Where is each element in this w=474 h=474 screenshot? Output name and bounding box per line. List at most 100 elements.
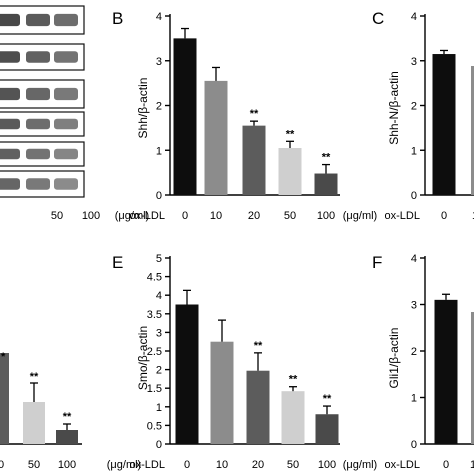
panel-f-category-label: 0 bbox=[443, 459, 449, 471]
panel-b-ylabel: Shh/β-actin bbox=[136, 78, 150, 139]
western-blot-panel: 50 100 (μg/ml) bbox=[0, 5, 149, 222]
panel-e-ytick-label: 1 bbox=[156, 402, 162, 414]
panel-e-significance: ** bbox=[254, 340, 263, 352]
panel-c-category-label: 1 bbox=[472, 210, 474, 222]
panel-b-bar-4 bbox=[278, 148, 302, 195]
panel-e-category-label: 10 bbox=[216, 459, 228, 471]
panel-b-category-label: 10 bbox=[210, 210, 222, 222]
panel-f-ytick-label: 3 bbox=[411, 300, 417, 312]
blot-band bbox=[26, 178, 50, 190]
panel-c-bar-1 bbox=[432, 54, 456, 195]
panel-b-ytick-label: 1 bbox=[156, 145, 162, 157]
blot-band bbox=[26, 87, 50, 101]
blot-band bbox=[0, 148, 20, 160]
panel-b-ytick-label: 4 bbox=[156, 11, 162, 23]
panel-e-significance: ** bbox=[323, 393, 332, 405]
panel-b-significance: ** bbox=[286, 128, 295, 140]
panel-c-bar-2 bbox=[471, 66, 474, 195]
panel-b-xunit: (μg/ml) bbox=[343, 210, 377, 222]
panel-f-ytick-label: 4 bbox=[411, 253, 417, 265]
panel-d-xunit: (μg/ml) bbox=[107, 459, 141, 471]
panel-e-significance: ** bbox=[289, 374, 298, 386]
panel-b-category-label: 0 bbox=[182, 210, 188, 222]
blot-band bbox=[54, 118, 78, 130]
panel-d-bar-3 bbox=[56, 430, 78, 444]
blot-band bbox=[26, 148, 50, 160]
panel-c-ytick-label: 1 bbox=[411, 145, 417, 157]
blot-band bbox=[26, 13, 50, 27]
panel-b-xlabel: ox-LDL bbox=[130, 210, 165, 222]
panel-e-category-label: 100 bbox=[318, 459, 336, 471]
panel-b-bar-3 bbox=[242, 125, 266, 195]
panel-e-bar-5 bbox=[315, 414, 339, 444]
panel-e-ytick-label: 0 bbox=[156, 439, 162, 451]
panel-e-ytick-label: 3 bbox=[156, 327, 162, 339]
panel-d-significance: * bbox=[1, 351, 6, 363]
panel-d-bar-2 bbox=[23, 402, 45, 444]
panel-c-ytick-label: 4 bbox=[411, 11, 417, 23]
blot-band bbox=[26, 118, 50, 130]
panel-f-ytick-label: 2 bbox=[411, 346, 417, 358]
panel-d-category-label: 100 bbox=[58, 459, 76, 471]
panel-d-bar-1 bbox=[0, 353, 9, 444]
panel-c-ytick-label: 0 bbox=[411, 190, 417, 202]
panel-e-ytick-label: 4 bbox=[156, 290, 162, 302]
blot-band bbox=[0, 178, 20, 190]
panel-d-category-label: 0 bbox=[0, 459, 4, 471]
panel-b-bar-2 bbox=[204, 80, 228, 195]
panel-e-ytick-label: 2 bbox=[156, 365, 162, 377]
blot-band bbox=[54, 51, 78, 63]
blot-dose-50: 50 bbox=[51, 210, 63, 222]
panel-e-category-label: 50 bbox=[287, 459, 299, 471]
blot-band bbox=[26, 51, 50, 63]
chart-panel-b: B Shh/β-actin ox-LDL (μg/ml) 0 1 2 3 4 ** ** **… bbox=[112, 9, 377, 222]
panel-f-category-label: 1 bbox=[470, 459, 474, 471]
panel-f-bar-2 bbox=[471, 312, 474, 444]
panel-e-bar-2 bbox=[210, 341, 234, 444]
panel-b-bar-1 bbox=[173, 38, 197, 195]
panel-e-bar-1 bbox=[175, 304, 199, 444]
panel-d-category-label: 50 bbox=[28, 459, 40, 471]
blot-band bbox=[0, 13, 20, 27]
panel-e-ytick-label: 4.5 bbox=[147, 272, 162, 284]
panel-f-bar-1 bbox=[434, 299, 458, 444]
blot-band bbox=[0, 87, 20, 101]
panel-f-xlabel: ox-LDL bbox=[385, 459, 420, 471]
panel-letter-c: C bbox=[372, 9, 384, 28]
blot-band bbox=[0, 118, 20, 130]
panel-c-ytick-label: 2 bbox=[411, 101, 417, 113]
panel-c-ylabel: Shh-N/β-actin bbox=[387, 71, 401, 145]
blot-bands bbox=[0, 5, 85, 198]
panel-c-ytick-label: 3 bbox=[411, 56, 417, 68]
panel-b-ytick-label: 3 bbox=[156, 56, 162, 68]
panel-e-ytick-label: 3.5 bbox=[147, 309, 162, 321]
panel-e-ytick-label: 2.5 bbox=[147, 346, 162, 358]
panel-b-ytick-label: 2 bbox=[156, 101, 162, 113]
panel-b-ytick-label: 0 bbox=[156, 190, 162, 202]
panel-f-ytick-label: 0 bbox=[411, 439, 417, 451]
panel-b-significance: ** bbox=[322, 152, 331, 164]
panel-letter-e: E bbox=[112, 253, 123, 272]
panel-b-category-label: 50 bbox=[284, 210, 296, 222]
panel-e-xlabel: ox-LDL bbox=[130, 459, 165, 471]
blot-band bbox=[0, 51, 20, 63]
panel-b-bar-5 bbox=[314, 173, 338, 195]
panel-d-significance: ** bbox=[63, 411, 72, 423]
chart-panel-c: C Shh-N/β-actin ox-LDL 0 1 2 3 4 0 1 bbox=[372, 9, 474, 222]
panel-e-xunit: (μg/ml) bbox=[343, 459, 377, 471]
panel-b-category-label: 20 bbox=[248, 210, 260, 222]
panel-c-xlabel: ox-LDL bbox=[385, 210, 420, 222]
panel-e-ytick-label: 0.5 bbox=[147, 420, 162, 432]
panel-f-ylabel: Gli1/β-actin bbox=[387, 328, 401, 389]
blot-band bbox=[54, 148, 78, 160]
panel-d-significance: ** bbox=[30, 371, 39, 383]
panel-letter-b: B bbox=[112, 9, 123, 28]
panel-e-ytick-label: 5 bbox=[156, 253, 162, 265]
blot-band bbox=[54, 13, 78, 27]
panel-b-category-label: 100 bbox=[317, 210, 335, 222]
blot-unit: (μg/ml) bbox=[115, 210, 149, 222]
panel-e-bar-4 bbox=[281, 391, 305, 444]
panel-b-significance: ** bbox=[250, 108, 259, 120]
